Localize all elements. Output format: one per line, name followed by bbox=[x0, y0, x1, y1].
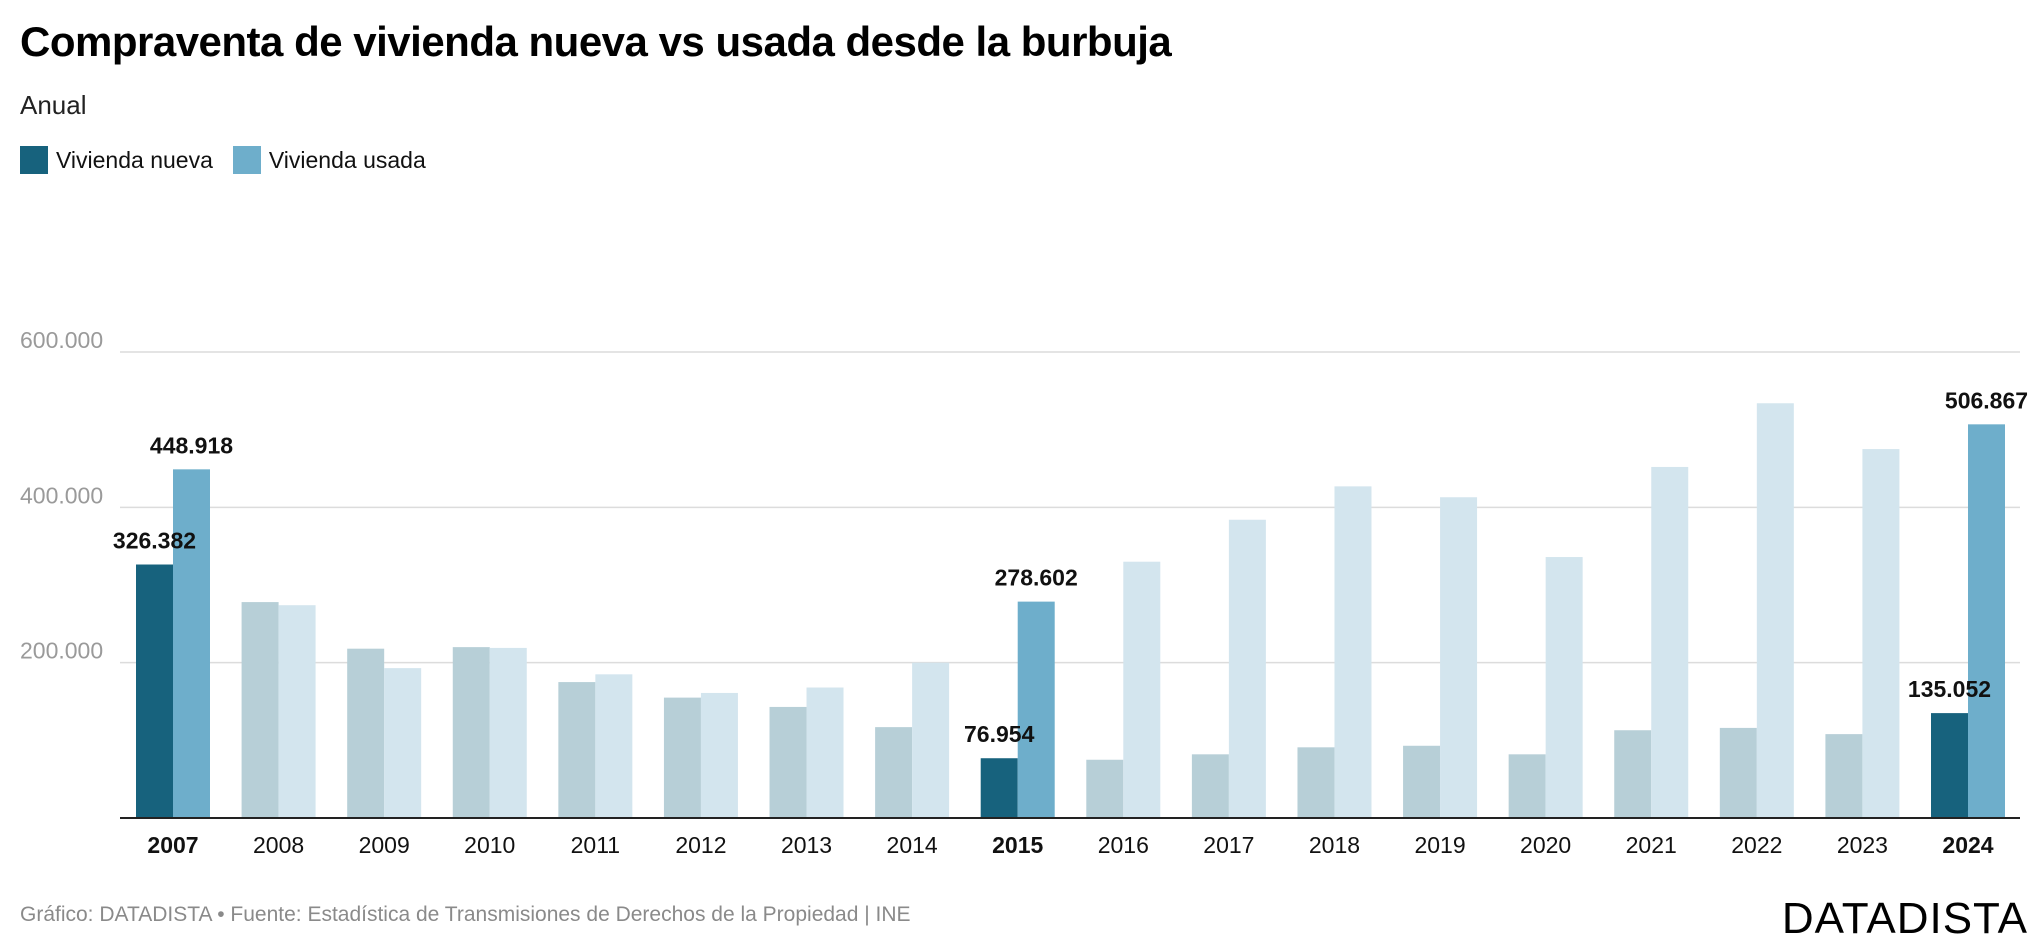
bar-nueva-2024 bbox=[1931, 713, 1968, 818]
bar-usada-2022 bbox=[1756, 403, 1794, 818]
bar-usada-2019 bbox=[1440, 497, 1478, 818]
x-tick-label: 2023 bbox=[1837, 832, 1888, 858]
x-tick-label: 2010 bbox=[464, 832, 515, 858]
y-tick-label: 400.000 bbox=[20, 482, 103, 508]
bar-usada-2010 bbox=[489, 647, 527, 818]
x-tick-label: 2022 bbox=[1731, 832, 1782, 858]
x-tick-label: 2024 bbox=[1942, 832, 1993, 858]
bar-usada-2017 bbox=[1228, 519, 1266, 818]
bar-usada-2012 bbox=[700, 692, 738, 818]
data-label-nueva-2007: 326.382 bbox=[113, 528, 196, 554]
x-tick-label: 2016 bbox=[1098, 832, 1149, 858]
bar-nueva-2012 bbox=[663, 697, 701, 818]
bar-usada-2008 bbox=[278, 605, 316, 818]
x-tick-label: 2007 bbox=[147, 832, 198, 858]
bar-usada-2011 bbox=[595, 674, 633, 818]
x-tick-label: 2014 bbox=[887, 832, 938, 858]
legend-swatch-usada bbox=[232, 146, 261, 174]
bar-usada-2020 bbox=[1545, 557, 1583, 818]
bar-nueva-2022 bbox=[1719, 727, 1757, 818]
x-tick-label: 2021 bbox=[1626, 832, 1677, 858]
x-tick-label: 2013 bbox=[781, 832, 832, 858]
bar-usada-2015 bbox=[1017, 601, 1055, 818]
bar-nueva-2009 bbox=[347, 648, 385, 818]
footer-source: Gráfico: DATADISTA • Fuente: Estadística… bbox=[20, 903, 911, 926]
chart-subtitle: Anual bbox=[20, 90, 87, 120]
grid-lines: 200.000 400.000 600.000 bbox=[20, 327, 2020, 664]
bar-usada-2013 bbox=[806, 687, 844, 818]
legend-swatch-nueva bbox=[20, 146, 48, 174]
bar-usada-2007 bbox=[173, 469, 210, 818]
bar-nueva-2013 bbox=[769, 706, 807, 818]
bar-nueva-2008 bbox=[241, 602, 279, 818]
bar-usada-2009 bbox=[384, 668, 422, 818]
x-tick-label: 2015 bbox=[992, 832, 1043, 858]
axes: 2007 2008 2009 2010 2011 2012 2013 2014 2015 2016… bbox=[120, 817, 2020, 858]
legend-item-nueva: Vivienda nueva bbox=[20, 146, 213, 174]
bar-nueva-2020 bbox=[1508, 754, 1546, 818]
bar-nueva-2007 bbox=[136, 564, 173, 818]
data-labels: 326.382 448.918 76.954 278.602 135.052 506.86… bbox=[113, 387, 2028, 747]
x-tick-label: 2012 bbox=[675, 832, 726, 858]
x-tick-label: 2018 bbox=[1309, 832, 1360, 858]
data-label-usada-2015: 278.602 bbox=[995, 565, 1078, 591]
legend-item-usada: Vivienda usada bbox=[232, 146, 426, 174]
y-tick-label: 200.000 bbox=[20, 638, 103, 664]
x-tick-label: 2020 bbox=[1520, 832, 1571, 858]
bar-nueva-2016 bbox=[1086, 759, 1124, 818]
x-tick-label: 2019 bbox=[1414, 832, 1465, 858]
bar-usada-2024 bbox=[1968, 424, 2005, 818]
data-label-usada-2024: 506.867 bbox=[1945, 387, 2028, 413]
legend-label-nueva: Vivienda nueva bbox=[56, 146, 213, 173]
data-label-nueva-2024: 135.052 bbox=[1908, 676, 1991, 702]
bar-usada-2023 bbox=[1862, 449, 1900, 818]
bar-nueva-2014 bbox=[875, 727, 913, 818]
legend-label-usada: Vivienda usada bbox=[268, 146, 426, 173]
bar-usada-2016 bbox=[1123, 561, 1161, 818]
x-tick-label: 2008 bbox=[253, 832, 304, 858]
x-tick-label: 2011 bbox=[571, 832, 620, 858]
x-tick-label: 2009 bbox=[359, 832, 410, 858]
bar-nueva-2018 bbox=[1297, 747, 1335, 818]
bar-nueva-2010 bbox=[452, 647, 490, 818]
bar-nueva-2019 bbox=[1403, 745, 1441, 818]
bar-nueva-2021 bbox=[1614, 730, 1652, 818]
bar-usada-2021 bbox=[1651, 466, 1689, 818]
data-label-nueva-2015: 76.954 bbox=[964, 721, 1035, 747]
y-tick-label: 600.000 bbox=[20, 327, 103, 353]
bar-nueva-2015 bbox=[980, 758, 1018, 818]
legend: Vivienda nueva Vivienda usada bbox=[20, 146, 426, 174]
bar-usada-2014 bbox=[912, 662, 950, 818]
x-tick-label: 2017 bbox=[1203, 832, 1254, 858]
data-label-usada-2007: 448.918 bbox=[150, 432, 233, 458]
bars bbox=[136, 403, 2005, 818]
bar-nueva-2023 bbox=[1825, 734, 1863, 818]
datadista-logo: DATADISTA bbox=[1781, 894, 2028, 943]
chart-title: Compraventa de vivienda nueva vs usada d… bbox=[20, 18, 1172, 65]
bar-usada-2018 bbox=[1334, 486, 1372, 818]
bar-nueva-2017 bbox=[1191, 754, 1229, 818]
bar-nueva-2011 bbox=[558, 682, 596, 818]
